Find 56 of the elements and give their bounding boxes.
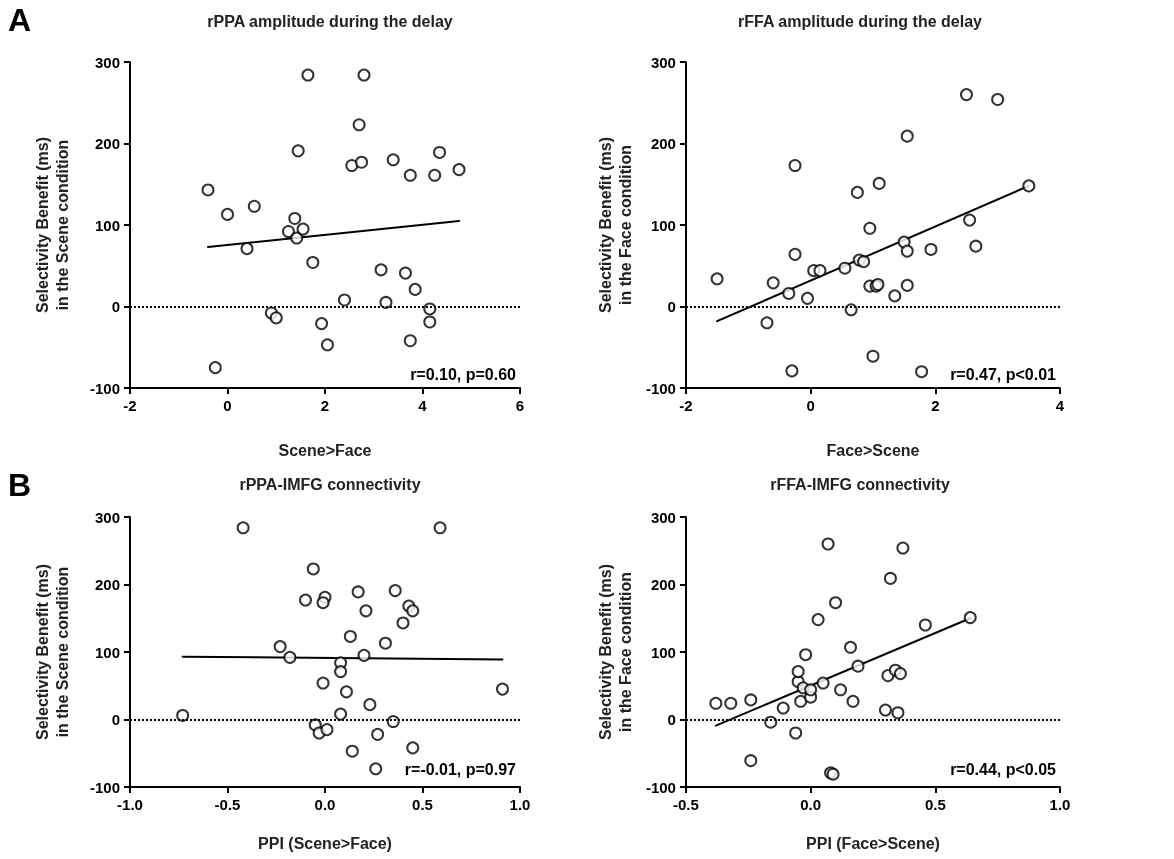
chart-title: rPPA amplitude during the delay: [207, 12, 453, 30]
y-tick-label: 100: [650, 216, 676, 234]
text: A: [8, 2, 32, 38]
x-tick-label: -1.0: [117, 796, 143, 813]
annotation: r=0.10, p=0.60: [410, 365, 517, 383]
x-tick-label: -2: [123, 397, 137, 414]
y-tick-label: 100: [650, 643, 676, 661]
y-tick-label: 300: [94, 508, 120, 526]
y-tick-label: 300: [94, 53, 120, 71]
x-tick-label: 0.0: [314, 796, 336, 813]
x-tick-label: 1.0: [1049, 796, 1071, 813]
y-tick-label: 200: [650, 576, 676, 593]
y-axis-title: Selectivity Benefit (ms) in the Scene condition: [33, 136, 71, 314]
x-tick-label: 4: [418, 397, 428, 414]
y-tick-label: 0: [111, 298, 120, 315]
y-axis-title: Selectivity Benefit (ms) in the Face condition: [596, 136, 634, 314]
chart-title: rPPA-IMFG connectivity: [239, 475, 421, 493]
x-tick-label: 4: [1055, 397, 1065, 414]
y-tick-label: 300: [650, 53, 676, 71]
text: B: [8, 467, 32, 503]
y-tick-label: -100: [645, 778, 676, 796]
x-tick-label: -0.5: [672, 796, 699, 813]
chart-title: rFFA-IMFG connectivity: [770, 475, 950, 493]
y-tick-label: 0: [667, 298, 676, 315]
x-axis-title: PPI (Scene>Face): [258, 834, 392, 852]
annotation: r=0.47, p<0.01: [950, 365, 1057, 383]
y-tick-label: -100: [89, 379, 120, 397]
y-tick-label: -100: [89, 778, 120, 796]
x-tick-label: 6: [515, 397, 525, 414]
annotation: r=-0.01, p=0.97: [404, 760, 517, 778]
x-tick-label: 2: [320, 397, 330, 414]
y-tick-label: 200: [94, 576, 120, 593]
x-tick-label: 1.0: [509, 796, 531, 813]
annotation: r=0.44, p<0.05: [950, 760, 1057, 778]
y-tick-label: 200: [94, 135, 120, 152]
y-tick-label: 100: [94, 216, 120, 234]
x-axis-title: PPI (Face>Scene): [806, 834, 940, 852]
x-tick-label: -0.5: [214, 796, 241, 813]
x-tick-label: 2: [931, 397, 940, 414]
y-tick-label: 200: [650, 135, 676, 152]
x-tick-label: 0.5: [412, 796, 433, 813]
x-tick-label: 0: [806, 397, 815, 414]
y-tick-label: 0: [111, 711, 120, 728]
y-axis-title: Selectivity Benefit (ms) in the Scene condition: [33, 563, 71, 741]
y-tick-label: 300: [650, 508, 676, 526]
y-tick-label: 100: [94, 643, 120, 661]
x-tick-label: 0.0: [800, 796, 822, 813]
y-tick-label: -100: [645, 379, 676, 397]
x-tick-label: 0: [223, 397, 232, 414]
x-axis-title: Face>Scene: [826, 441, 920, 459]
y-tick-label: 0: [667, 711, 676, 728]
x-tick-label: 0.5: [924, 796, 946, 813]
chart-title: rFFA amplitude during the delay: [738, 12, 983, 30]
x-axis-title: Scene>Face: [278, 441, 372, 459]
x-tick-label: -2: [679, 397, 693, 414]
y-axis-title: Selectivity Benefit (ms) in the Face condition: [596, 563, 634, 741]
